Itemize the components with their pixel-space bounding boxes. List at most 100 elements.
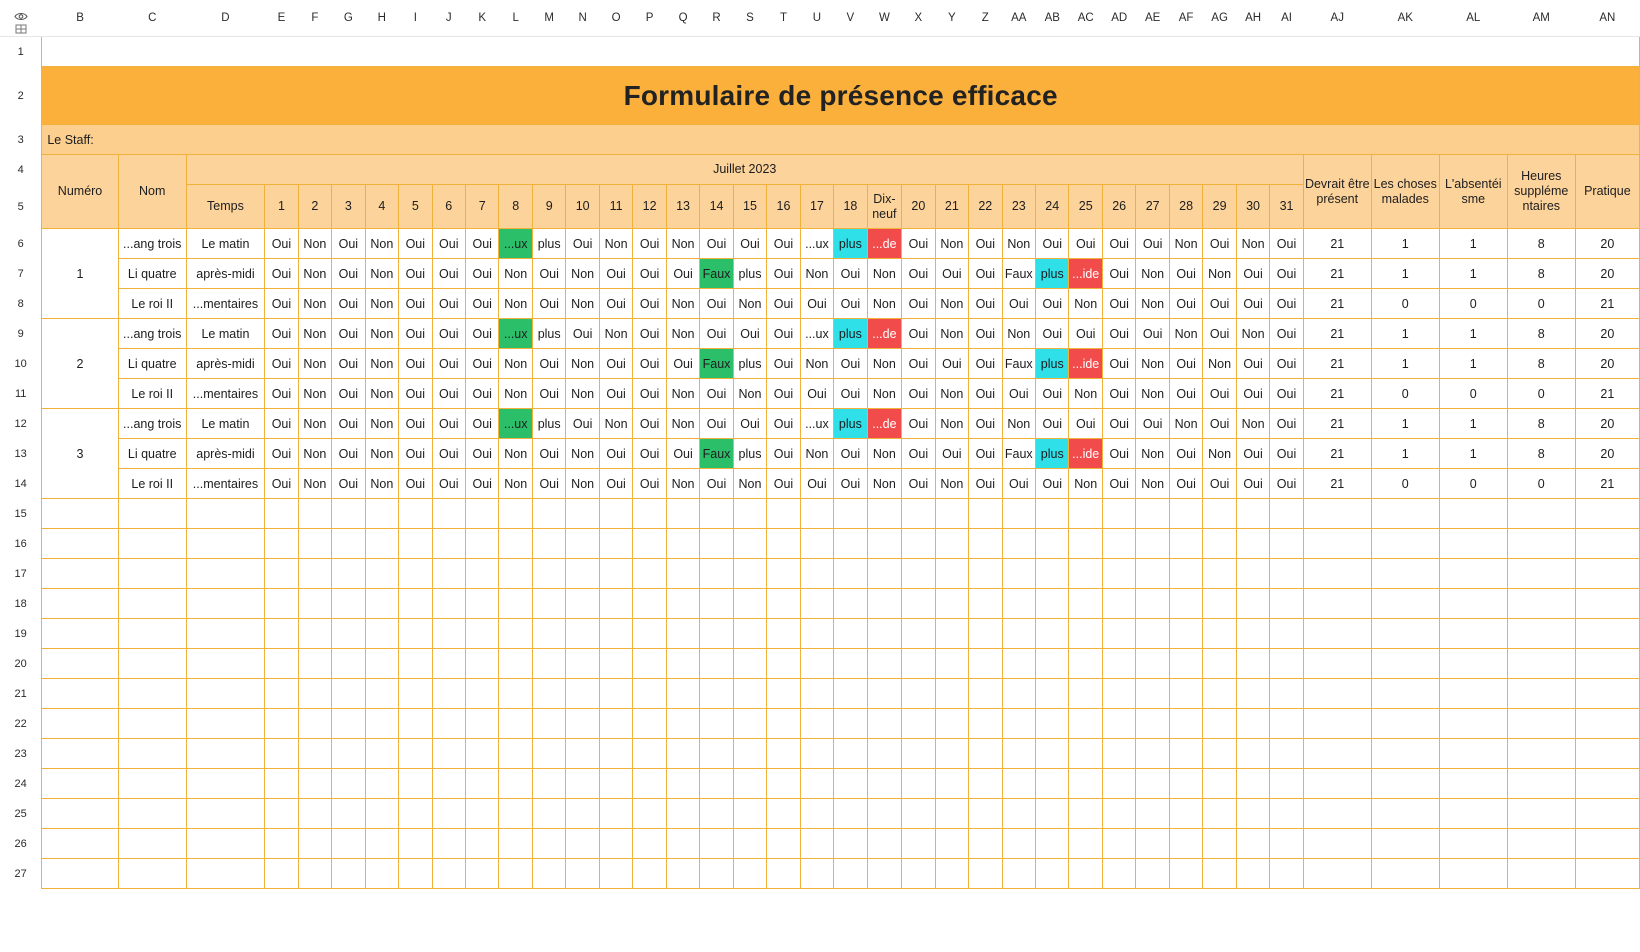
empty-cell[interactable] <box>398 678 433 709</box>
column-header[interactable]: AN <box>1575 0 1640 37</box>
empty-cell[interactable] <box>1302 708 1372 739</box>
cell-day[interactable]: Oui <box>833 378 868 409</box>
cell-devrait[interactable]: 21 <box>1302 228 1372 259</box>
cell-day[interactable]: Oui <box>934 348 970 379</box>
cell-day[interactable]: Oui <box>1235 438 1271 469</box>
cell-day[interactable]: Oui <box>968 228 1003 259</box>
empty-cell[interactable] <box>866 828 903 859</box>
empty-cell[interactable] <box>1135 738 1170 769</box>
empty-cell[interactable] <box>1168 858 1204 889</box>
empty-cell[interactable] <box>1370 528 1440 559</box>
cell-day[interactable]: Non <box>1202 258 1237 289</box>
empty-cell[interactable] <box>398 618 433 649</box>
empty-cell[interactable] <box>665 708 701 739</box>
cell-day[interactable]: plus <box>732 348 768 379</box>
empty-cell[interactable] <box>1438 738 1508 769</box>
empty-cell[interactable] <box>1370 768 1440 799</box>
empty-cell[interactable] <box>431 678 467 709</box>
cell-devrait[interactable]: 21 <box>1302 408 1372 439</box>
empty-cell[interactable] <box>1202 588 1237 619</box>
column-header[interactable]: Z <box>968 0 1003 37</box>
cell-heures[interactable]: 8 <box>1506 408 1576 439</box>
cell-day[interactable]: Oui <box>632 288 667 319</box>
empty-cell[interactable] <box>1269 828 1304 859</box>
empty-cell[interactable] <box>1574 768 1640 799</box>
empty-cell[interactable] <box>799 498 835 529</box>
empty-cell[interactable] <box>398 528 433 559</box>
empty-cell[interactable] <box>1370 678 1440 709</box>
column-header[interactable]: G <box>331 0 366 37</box>
empty-cell[interactable] <box>464 768 500 799</box>
cell-day[interactable]: Non <box>1202 348 1237 379</box>
cell-absenteisme[interactable]: 1 <box>1438 408 1508 439</box>
cell-day[interactable]: Oui <box>1035 228 1070 259</box>
column-header[interactable]: O <box>599 0 633 37</box>
empty-cell[interactable] <box>1168 678 1204 709</box>
cell-day[interactable]: Oui <box>1101 258 1137 289</box>
empty-cell[interactable] <box>1001 528 1037 559</box>
empty-cell[interactable] <box>117 648 187 679</box>
empty-cell[interactable] <box>565 768 600 799</box>
empty-cell[interactable] <box>41 798 119 829</box>
empty-cell[interactable] <box>699 558 734 589</box>
empty-cell[interactable] <box>732 738 768 769</box>
empty-cell[interactable] <box>934 798 970 829</box>
empty-cell[interactable] <box>531 858 567 889</box>
header-day[interactable]: Dix-neuf <box>866 184 903 229</box>
empty-cell[interactable] <box>1438 708 1508 739</box>
cell-day[interactable]: Oui <box>464 408 500 439</box>
cell-day[interactable]: Oui <box>1269 318 1304 349</box>
row-number[interactable]: 8 <box>0 288 42 319</box>
empty-cell[interactable] <box>699 798 734 829</box>
empty-cell[interactable] <box>1101 648 1137 679</box>
empty-cell[interactable] <box>968 498 1003 529</box>
empty-cell[interactable] <box>185 618 266 649</box>
empty-cell[interactable] <box>364 678 400 709</box>
empty-cell[interactable] <box>1068 678 1103 709</box>
cell-day[interactable]: Faux <box>699 438 734 469</box>
empty-cell[interactable] <box>1269 588 1304 619</box>
empty-cell[interactable] <box>1235 498 1271 529</box>
empty-cell[interactable] <box>934 678 970 709</box>
cell-day[interactable]: Oui <box>901 438 936 469</box>
cell-day[interactable]: Oui <box>1068 408 1103 439</box>
empty-cell[interactable] <box>732 528 768 559</box>
empty-cell[interactable] <box>531 528 567 559</box>
empty-cell[interactable] <box>1101 498 1137 529</box>
cell-day[interactable]: Non <box>1168 228 1204 259</box>
empty-cell[interactable] <box>1370 498 1440 529</box>
cell-day[interactable]: Oui <box>901 228 936 259</box>
cell-day[interactable]: Oui <box>1269 288 1304 319</box>
cell-day[interactable]: Oui <box>968 468 1003 499</box>
empty-cell[interactable] <box>531 618 567 649</box>
empty-cell[interactable] <box>1035 528 1070 559</box>
cell-temps[interactable]: Le matin <box>185 318 266 349</box>
empty-cell[interactable] <box>799 528 835 559</box>
cell-day[interactable]: Oui <box>632 348 667 379</box>
empty-cell[interactable] <box>799 768 835 799</box>
empty-cell[interactable] <box>1438 618 1508 649</box>
empty-cell[interactable] <box>1370 588 1440 619</box>
column-header[interactable]: S <box>733 0 767 37</box>
cell-day[interactable]: Oui <box>398 348 433 379</box>
empty-cell[interactable] <box>732 678 768 709</box>
cell-day[interactable]: Oui <box>699 318 734 349</box>
empty-cell[interactable] <box>464 588 500 619</box>
empty-cell[interactable] <box>732 618 768 649</box>
cell-day[interactable]: Oui <box>531 288 567 319</box>
empty-cell[interactable] <box>833 768 868 799</box>
cell-temps[interactable]: ...mentaires <box>185 468 266 499</box>
empty-cell[interactable] <box>1068 858 1103 889</box>
cell-day[interactable]: Oui <box>565 318 600 349</box>
empty-cell[interactable] <box>934 558 970 589</box>
empty-cell[interactable] <box>531 738 567 769</box>
row-number[interactable]: 6 <box>0 228 42 259</box>
cell-day[interactable]: Oui <box>665 348 701 379</box>
cell-day[interactable]: Oui <box>264 438 299 469</box>
cell-day[interactable]: Oui <box>1035 288 1070 319</box>
empty-cell[interactable] <box>1269 648 1304 679</box>
empty-cell[interactable] <box>41 828 119 859</box>
cell-day[interactable]: Oui <box>431 258 467 289</box>
empty-cell[interactable] <box>1168 588 1204 619</box>
header-day[interactable]: 8 <box>498 184 533 229</box>
